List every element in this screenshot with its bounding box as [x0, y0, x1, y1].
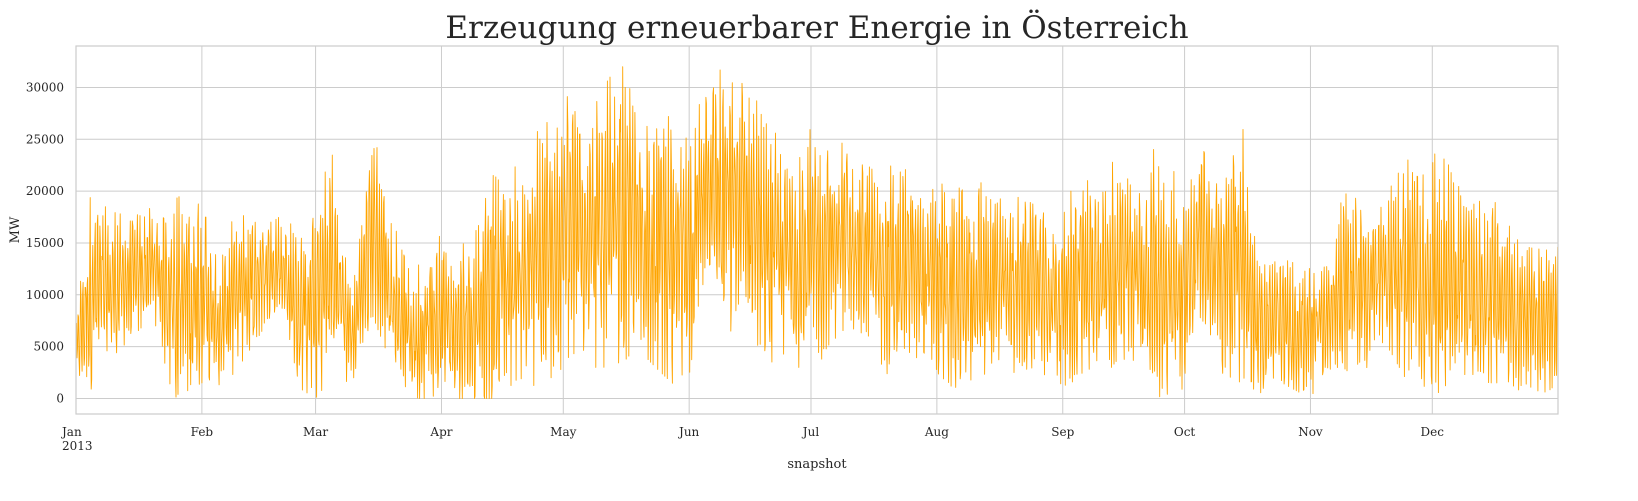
series-layer [75, 66, 1559, 399]
x-tick-labels: Jan Feb Mar Apr May Jun Jul Aug Sep Oct Nov Dec [60, 425, 1444, 439]
x-tick-label: Aug [924, 425, 949, 439]
series-line [75, 66, 1559, 399]
y-axis-label: MW [8, 216, 23, 243]
x-tick-label: Apr [429, 425, 452, 439]
y-tick-label: 0 [56, 391, 64, 405]
x-tick-label: Nov [1298, 425, 1323, 439]
x-tick-label: Sep [1051, 425, 1074, 439]
x-tick-label: Jun [677, 425, 700, 439]
x-tick-label: Mar [303, 425, 328, 439]
plot-frame [75, 45, 1559, 415]
y-tick-labels: 0 5000 10000 15000 20000 25000 30000 [26, 80, 64, 405]
x-tick-label: Oct [1174, 425, 1196, 439]
y-tick-label: 5000 [33, 340, 64, 354]
y-tick-label: 25000 [26, 132, 64, 146]
x-tick-label: Dec [1421, 425, 1445, 439]
x-tick-label: Jan [60, 425, 82, 439]
y-tick-label: 20000 [26, 184, 64, 198]
x-tick-label: May [550, 425, 576, 439]
y-tick-label: 30000 [26, 80, 64, 94]
x-year-label: 2013 [62, 439, 93, 453]
chart-title: Erzeugung erneuerbarer Energie in Österr… [445, 8, 1188, 46]
y-tick-label: 10000 [26, 288, 64, 302]
x-tick-label: Feb [191, 425, 214, 439]
y-tick-label: 15000 [26, 236, 64, 250]
x-axis-label: snapshot [787, 457, 847, 472]
x-tick-label: Jul [801, 425, 820, 439]
